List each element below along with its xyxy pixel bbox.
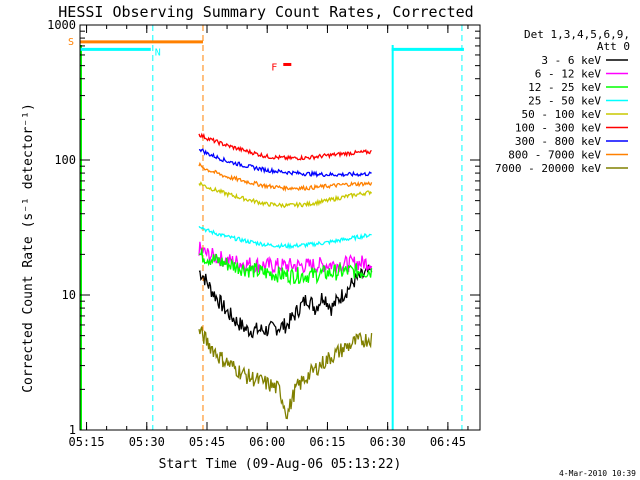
- legend-label-0: 3 - 6 keV: [541, 54, 601, 67]
- legend-title-line-2: Att 0: [597, 40, 630, 53]
- data-marks: [198, 132, 373, 420]
- legend-label-1: 6 - 12 keV: [535, 68, 602, 81]
- x-tick-label-6: 06:45: [430, 435, 466, 449]
- legend-title-line-1: Det 1,3,4,5,6,9,: [524, 28, 630, 41]
- y-tick-label-0: 1: [69, 423, 76, 437]
- plot-frame: [79, 24, 481, 431]
- chart-title: HESSI Observing Summary Count Rates, Cor…: [58, 3, 473, 21]
- x-tick-label-0: 05:15: [68, 435, 104, 449]
- y-tick-label-3: 1000: [47, 18, 76, 32]
- legend-label-8: 7000 - 20000 keV: [495, 162, 601, 175]
- legend-label-4: 50 - 100 keV: [522, 108, 602, 121]
- x-tick-label-5: 06:30: [370, 435, 406, 449]
- y-tick-label-1: 10: [62, 288, 76, 302]
- legend-label-7: 800 - 7000 keV: [508, 149, 601, 162]
- series-line-3: [198, 225, 372, 250]
- x-tick-label-3: 06:00: [249, 435, 285, 449]
- interval-label-3: F: [271, 62, 277, 73]
- footer-timestamp: 4-Mar-2010 10:39: [559, 469, 636, 478]
- legend-label-3: 25 - 50 keV: [528, 95, 601, 108]
- legend-label-5: 100 - 300 keV: [515, 122, 601, 135]
- series-line-0: [198, 264, 373, 339]
- series-line-7: [198, 161, 373, 193]
- y-tick-label-2: 100: [54, 153, 76, 167]
- x-tick-label-2: 05:45: [189, 435, 225, 449]
- interval-label-0: S: [68, 37, 74, 48]
- x-tick-label-1: 05:30: [129, 435, 165, 449]
- series-line-4: [198, 181, 373, 209]
- series-line-2: [198, 248, 373, 286]
- legend-label-2: 12 - 25 keV: [528, 81, 601, 94]
- y-axis-label: Corrected Count Rate (s⁻¹ detector⁻¹): [21, 103, 36, 393]
- series-line-6: [198, 148, 372, 178]
- series-line-1: [198, 241, 373, 275]
- legend-label-6: 300 - 800 keV: [515, 135, 601, 148]
- plot-area: S N F: [68, 25, 464, 430]
- x-axis-label: Start Time (09-Aug-06 05:13:22): [159, 457, 402, 472]
- series-line-8: [198, 326, 373, 420]
- interval-label-1: N: [155, 47, 161, 58]
- axes: 05:15 05:30 05:45 06:00 06:15 06:30 06:45 1 10 10…: [47, 18, 481, 449]
- x-tick-label-4: 06:15: [309, 435, 345, 449]
- series-line-5: [198, 132, 372, 162]
